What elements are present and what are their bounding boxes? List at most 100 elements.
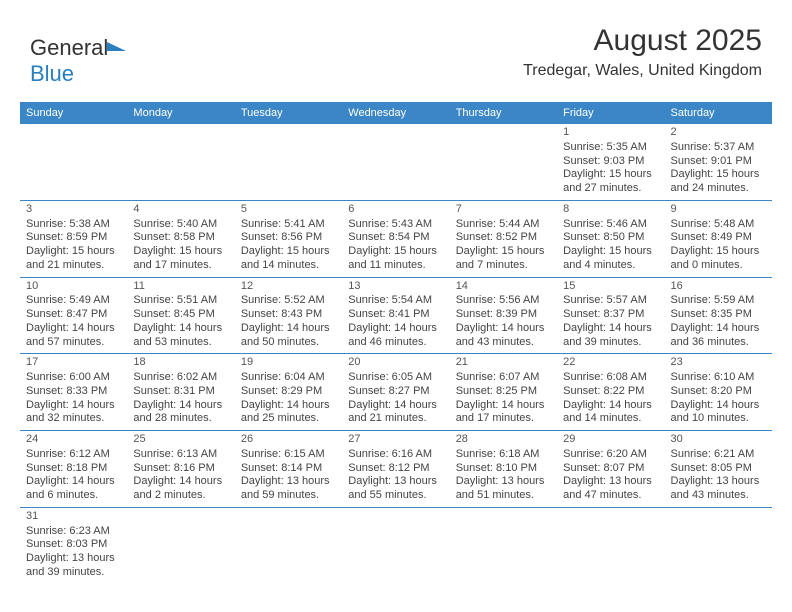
sunset-text: Sunset: 8:33 PM — [26, 385, 121, 399]
day-number: 24 — [26, 433, 121, 448]
sunset-text: Sunset: 8:25 PM — [456, 385, 551, 399]
sunrise-text: Sunrise: 5:59 AM — [671, 294, 766, 308]
day-number: 26 — [241, 433, 336, 448]
calendar-row: 17Sunrise: 6:00 AMSunset: 8:33 PMDayligh… — [20, 354, 772, 431]
day-number: 5 — [241, 203, 336, 218]
sunset-text: Sunset: 8:52 PM — [456, 231, 551, 245]
sunrise-text: Sunrise: 6:05 AM — [348, 371, 443, 385]
calendar-cell: 21Sunrise: 6:07 AMSunset: 8:25 PMDayligh… — [450, 354, 557, 431]
sunrise-text: Sunrise: 5:56 AM — [456, 294, 551, 308]
calendar-cell: 19Sunrise: 6:04 AMSunset: 8:29 PMDayligh… — [235, 354, 342, 431]
calendar-cell: 31Sunrise: 6:23 AMSunset: 8:03 PMDayligh… — [20, 507, 127, 583]
sunrise-text: Sunrise: 6:15 AM — [241, 448, 336, 462]
sunrise-text: Sunrise: 6:04 AM — [241, 371, 336, 385]
daylight-text: Daylight: 13 hours and 59 minutes. — [241, 475, 336, 503]
day-number: 14 — [456, 280, 551, 295]
calendar-cell: 25Sunrise: 6:13 AMSunset: 8:16 PMDayligh… — [127, 431, 234, 508]
daylight-text: Daylight: 14 hours and 21 minutes. — [348, 399, 443, 427]
sunset-text: Sunset: 8:27 PM — [348, 385, 443, 399]
calendar-cell — [342, 124, 449, 200]
calendar-cell: 14Sunrise: 5:56 AMSunset: 8:39 PMDayligh… — [450, 277, 557, 354]
calendar-cell: 10Sunrise: 5:49 AMSunset: 8:47 PMDayligh… — [20, 277, 127, 354]
calendar-cell: 24Sunrise: 6:12 AMSunset: 8:18 PMDayligh… — [20, 431, 127, 508]
daylight-text: Daylight: 14 hours and 36 minutes. — [671, 322, 766, 350]
weekday-header-row: SundayMondayTuesdayWednesdayThursdayFrid… — [20, 102, 772, 124]
day-number: 12 — [241, 280, 336, 295]
calendar-cell — [235, 507, 342, 583]
sunrise-text: Sunrise: 5:41 AM — [241, 218, 336, 232]
calendar-row: 24Sunrise: 6:12 AMSunset: 8:18 PMDayligh… — [20, 431, 772, 508]
day-number: 8 — [563, 203, 658, 218]
calendar-cell: 16Sunrise: 5:59 AMSunset: 8:35 PMDayligh… — [665, 277, 772, 354]
sunset-text: Sunset: 8:37 PM — [563, 308, 658, 322]
day-number: 7 — [456, 203, 551, 218]
sunrise-text: Sunrise: 5:54 AM — [348, 294, 443, 308]
daylight-text: Daylight: 15 hours and 0 minutes. — [671, 245, 766, 273]
daylight-text: Daylight: 14 hours and 25 minutes. — [241, 399, 336, 427]
calendar-cell: 30Sunrise: 6:21 AMSunset: 8:05 PMDayligh… — [665, 431, 772, 508]
daylight-text: Daylight: 13 hours and 55 minutes. — [348, 475, 443, 503]
daylight-text: Daylight: 14 hours and 46 minutes. — [348, 322, 443, 350]
daylight-text: Daylight: 14 hours and 32 minutes. — [26, 399, 121, 427]
daylight-text: Daylight: 13 hours and 39 minutes. — [26, 552, 121, 580]
sunrise-text: Sunrise: 5:57 AM — [563, 294, 658, 308]
calendar-cell: 8Sunrise: 5:46 AMSunset: 8:50 PMDaylight… — [557, 200, 664, 277]
logo-text-1: General — [30, 35, 108, 60]
day-number: 9 — [671, 203, 766, 218]
sunset-text: Sunset: 8:54 PM — [348, 231, 443, 245]
calendar-cell: 12Sunrise: 5:52 AMSunset: 8:43 PMDayligh… — [235, 277, 342, 354]
sunrise-text: Sunrise: 5:40 AM — [133, 218, 228, 232]
daylight-text: Daylight: 15 hours and 17 minutes. — [133, 245, 228, 273]
sunrise-text: Sunrise: 5:38 AM — [26, 218, 121, 232]
sunset-text: Sunset: 8:59 PM — [26, 231, 121, 245]
sunset-text: Sunset: 8:16 PM — [133, 462, 228, 476]
calendar-cell: 7Sunrise: 5:44 AMSunset: 8:52 PMDaylight… — [450, 200, 557, 277]
calendar-cell: 3Sunrise: 5:38 AMSunset: 8:59 PMDaylight… — [20, 200, 127, 277]
daylight-text: Daylight: 14 hours and 10 minutes. — [671, 399, 766, 427]
sunset-text: Sunset: 8:29 PM — [241, 385, 336, 399]
day-number: 25 — [133, 433, 228, 448]
sunset-text: Sunset: 8:45 PM — [133, 308, 228, 322]
day-number: 15 — [563, 280, 658, 295]
daylight-text: Daylight: 14 hours and 28 minutes. — [133, 399, 228, 427]
day-number: 17 — [26, 356, 121, 371]
sunset-text: Sunset: 8:49 PM — [671, 231, 766, 245]
daylight-text: Daylight: 15 hours and 27 minutes. — [563, 168, 658, 196]
sunrise-text: Sunrise: 6:10 AM — [671, 371, 766, 385]
calendar-cell — [665, 507, 772, 583]
daylight-text: Daylight: 14 hours and 50 minutes. — [241, 322, 336, 350]
calendar-cell: 26Sunrise: 6:15 AMSunset: 8:14 PMDayligh… — [235, 431, 342, 508]
calendar-cell — [342, 507, 449, 583]
calendar-row: 3Sunrise: 5:38 AMSunset: 8:59 PMDaylight… — [20, 200, 772, 277]
sunset-text: Sunset: 8:14 PM — [241, 462, 336, 476]
calendar-cell: 17Sunrise: 6:00 AMSunset: 8:33 PMDayligh… — [20, 354, 127, 431]
day-number: 23 — [671, 356, 766, 371]
sunset-text: Sunset: 8:41 PM — [348, 308, 443, 322]
sunrise-text: Sunrise: 5:43 AM — [348, 218, 443, 232]
sunrise-text: Sunrise: 6:12 AM — [26, 448, 121, 462]
daylight-text: Daylight: 14 hours and 6 minutes. — [26, 475, 121, 503]
day-number: 29 — [563, 433, 658, 448]
sunrise-text: Sunrise: 6:13 AM — [133, 448, 228, 462]
daylight-text: Daylight: 14 hours and 14 minutes. — [563, 399, 658, 427]
sunset-text: Sunset: 8:39 PM — [456, 308, 551, 322]
calendar-cell: 28Sunrise: 6:18 AMSunset: 8:10 PMDayligh… — [450, 431, 557, 508]
calendar-cell — [20, 124, 127, 200]
calendar-cell: 1Sunrise: 5:35 AMSunset: 9:03 PMDaylight… — [557, 124, 664, 200]
sunset-text: Sunset: 9:03 PM — [563, 155, 658, 169]
sunset-text: Sunset: 8:58 PM — [133, 231, 228, 245]
calendar-table: SundayMondayTuesdayWednesdayThursdayFrid… — [20, 102, 772, 584]
daylight-text: Daylight: 15 hours and 7 minutes. — [456, 245, 551, 273]
daylight-text: Daylight: 15 hours and 24 minutes. — [671, 168, 766, 196]
daylight-text: Daylight: 15 hours and 4 minutes. — [563, 245, 658, 273]
sunrise-text: Sunrise: 5:46 AM — [563, 218, 658, 232]
weekday-header: Friday — [557, 102, 664, 124]
sunrise-text: Sunrise: 6:02 AM — [133, 371, 228, 385]
weekday-header: Monday — [127, 102, 234, 124]
weekday-header: Sunday — [20, 102, 127, 124]
calendar-cell: 20Sunrise: 6:05 AMSunset: 8:27 PMDayligh… — [342, 354, 449, 431]
sunset-text: Sunset: 8:12 PM — [348, 462, 443, 476]
sunrise-text: Sunrise: 5:52 AM — [241, 294, 336, 308]
calendar-row: 1Sunrise: 5:35 AMSunset: 9:03 PMDaylight… — [20, 124, 772, 200]
sunrise-text: Sunrise: 6:07 AM — [456, 371, 551, 385]
